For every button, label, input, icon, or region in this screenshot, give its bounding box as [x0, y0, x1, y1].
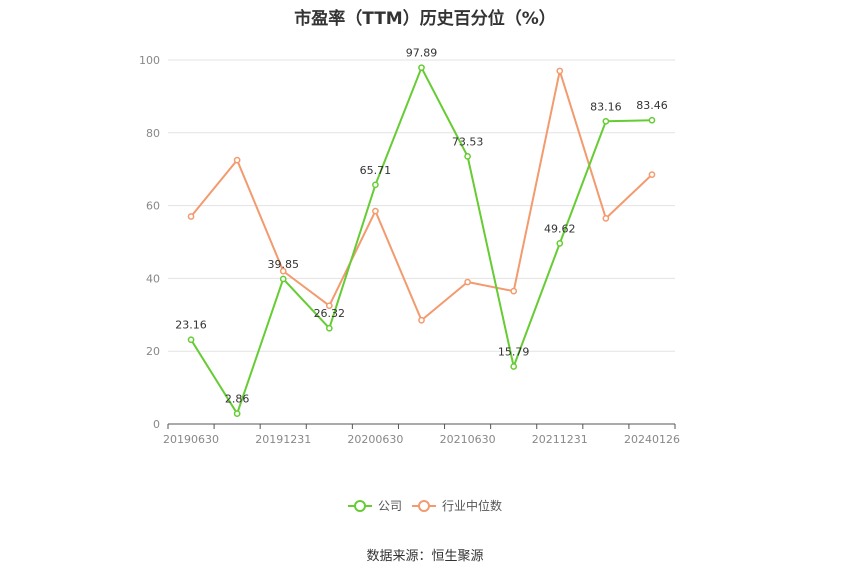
data-point — [556, 240, 564, 247]
x-tick-label: 20240126 — [624, 433, 680, 446]
data-label: 26.32 — [314, 307, 346, 320]
data-point — [648, 116, 656, 124]
legend-marker-industry-median — [418, 500, 430, 512]
x-tick-label: 20191231 — [255, 433, 311, 446]
data-point — [233, 156, 241, 164]
data-point — [464, 278, 471, 286]
data-point — [510, 363, 518, 370]
data-point — [418, 64, 425, 72]
data-point — [602, 117, 610, 125]
data-label: 65.71 — [360, 164, 392, 177]
line-chart: 0 20 40 60 80 100 20190630 20191231 20200630 2021… — [139, 47, 680, 513]
x-tick-label: 20200630 — [347, 433, 403, 446]
x-tick-label: 20190630 — [163, 433, 219, 446]
series-line-company — [190, 66, 652, 415]
data-point — [279, 275, 287, 283]
data-label: 23.16 — [175, 319, 207, 332]
data-point — [418, 316, 425, 324]
series-line-industry-median — [190, 69, 653, 322]
y-tick-label: 100 — [139, 54, 160, 67]
data-point — [464, 153, 471, 160]
data-point — [325, 324, 333, 332]
data-label: 97.89 — [406, 47, 438, 60]
data-label: 73.53 — [452, 135, 484, 148]
x-tick-label: 20211231 — [532, 433, 588, 446]
data-label: 39.85 — [267, 258, 299, 271]
data-label: 83.46 — [636, 99, 668, 112]
legend-marker-company — [354, 500, 366, 512]
data-label: 2.86 — [225, 393, 250, 406]
data-point — [279, 267, 287, 275]
data-point — [325, 302, 333, 310]
data-source: 数据来源：恒生聚源 — [366, 549, 484, 564]
legend-label-company: 公司 — [378, 499, 402, 513]
x-tick-label: 20210630 — [440, 433, 496, 446]
y-tick-label: 20 — [146, 345, 160, 358]
y-tick-label: 40 — [146, 272, 160, 285]
data-point — [556, 67, 564, 75]
data-label: 49.62 — [544, 222, 576, 235]
data-label: 83.16 — [590, 100, 622, 113]
data-point — [187, 213, 195, 220]
data-point — [233, 410, 241, 417]
legend-label-industry-median: 行业中位数 — [442, 498, 502, 513]
y-tick-label: 0 — [153, 418, 160, 431]
y-tick-label: 80 — [146, 127, 160, 140]
chart-title: 市盈率（TTM）历史百分位（%） — [294, 9, 556, 29]
data-point — [372, 181, 379, 189]
data-point — [602, 214, 610, 222]
data-label: 15.79 — [498, 346, 530, 359]
data-point — [648, 171, 656, 179]
data-point — [510, 287, 518, 295]
data-point — [187, 336, 195, 344]
data-point — [372, 207, 379, 215]
y-tick-label: 60 — [146, 200, 160, 213]
